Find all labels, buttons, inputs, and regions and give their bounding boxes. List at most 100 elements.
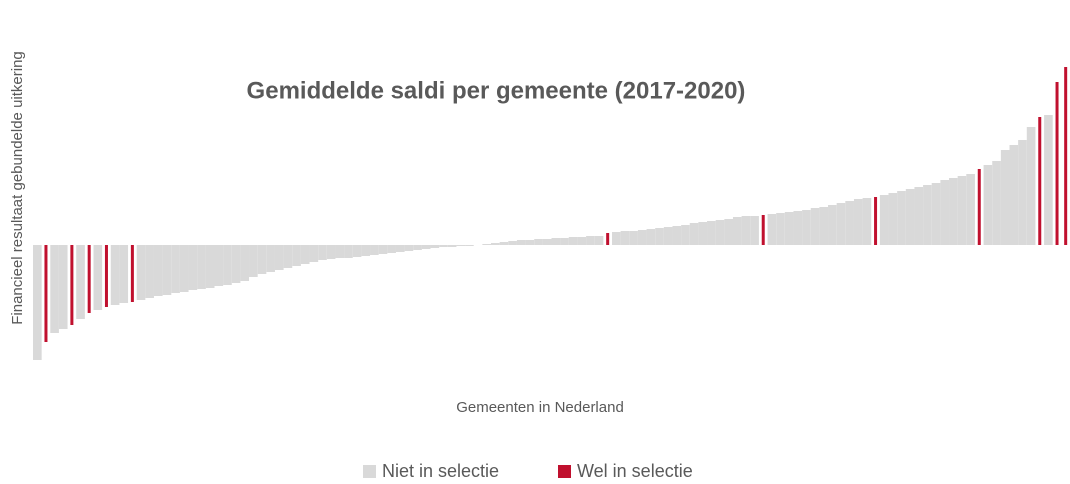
bar [145,245,154,298]
bar [465,245,474,246]
legend-label: Niet in selectie [382,461,499,481]
bar [50,245,59,333]
bar [611,232,621,245]
bar [586,236,595,245]
bar [992,161,1001,245]
bar [516,240,526,245]
bar [940,180,950,245]
bar [387,245,396,253]
bar [629,231,638,245]
bar [76,245,85,319]
bar [93,245,103,310]
bar [87,245,91,313]
bar [1064,67,1068,245]
bar [205,245,215,288]
bar [447,245,457,247]
bar [931,183,941,245]
bar [326,245,336,259]
bar [897,191,906,245]
bar [395,245,405,252]
bar [162,245,172,295]
bar [188,245,198,290]
bar [491,243,500,245]
bar [352,245,362,257]
bar [637,230,647,245]
bar [966,174,975,245]
bar [707,221,716,245]
bar [577,237,587,245]
bar [551,238,561,245]
bar [240,245,250,281]
bar [1026,127,1036,245]
bar [130,245,134,302]
bar [1055,82,1059,245]
bar [421,245,431,249]
bar [153,245,163,296]
bar [344,245,353,258]
bar [58,245,68,329]
legend-swatch [558,465,571,478]
bar [300,245,310,264]
bar [171,245,180,293]
x-axis-label: Gemeenten in Nederland [456,399,624,416]
bar [482,244,492,245]
bar [1009,145,1019,245]
bar [44,245,48,342]
bar [793,211,803,245]
bar [784,212,794,245]
y-axis-label: Financieel resultaat gebundelde uitkerin… [9,51,26,325]
bar [1018,140,1027,245]
bar [689,223,699,245]
bar [879,195,889,245]
bar [223,245,232,285]
bar [197,245,206,289]
bar [1000,150,1010,245]
bar [905,189,915,245]
bar [568,237,578,245]
bar [249,245,258,277]
bar [370,245,379,255]
bar [853,199,863,245]
bar [594,236,604,245]
bar [836,203,846,245]
bar [655,228,664,245]
bar [534,239,543,245]
bar [767,214,777,245]
bar [606,233,610,245]
bar [620,231,630,245]
bar [776,213,785,245]
bar [977,169,981,245]
bar [266,245,275,272]
bar [404,245,414,251]
bar [136,245,146,300]
bar [888,193,898,245]
bar [698,222,708,245]
bar [681,225,690,245]
bar [413,245,422,250]
bar [874,197,878,245]
bar [361,245,371,256]
bar [862,198,872,245]
bar [274,245,284,270]
bar [33,245,42,360]
bar [1038,117,1042,245]
bar [923,185,932,245]
bar [750,216,759,245]
bar [741,216,751,245]
bar [724,219,733,245]
bar [828,205,837,245]
bar [335,245,345,258]
bar [456,245,466,246]
bar [257,245,267,274]
bar [810,208,820,245]
bar [283,245,293,268]
bar [70,245,74,325]
bar [499,242,509,245]
bar [179,245,189,292]
legend-swatch [363,465,376,478]
bar [560,238,569,245]
bar [663,227,673,245]
bar [802,210,811,245]
bar [110,245,120,305]
